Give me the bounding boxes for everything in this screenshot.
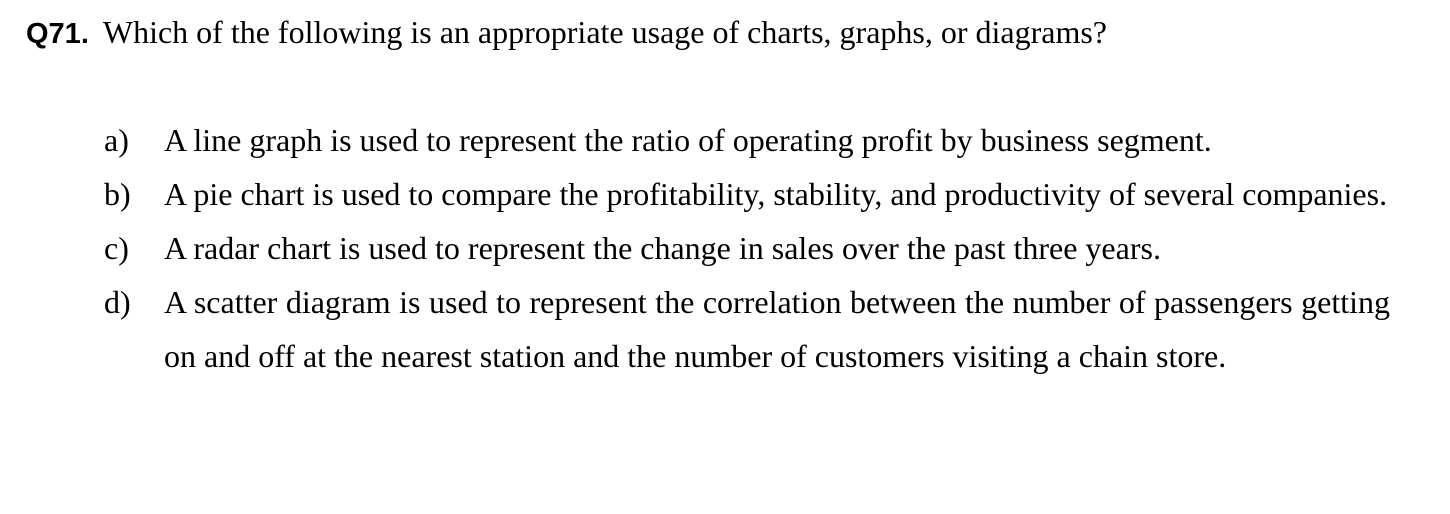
option-text: A scatter diagram is used to represent t… bbox=[164, 284, 1390, 374]
option-c: c) A radar chart is used to represent th… bbox=[104, 221, 1390, 275]
answer-options: a) A line graph is used to represent the… bbox=[104, 113, 1390, 383]
option-text: A pie chart is used to compare the profi… bbox=[164, 176, 1388, 212]
option-a: a) A line graph is used to represent the… bbox=[104, 113, 1390, 167]
question-number: Q71. bbox=[26, 18, 89, 50]
option-d: d) A scatter diagram is used to represen… bbox=[104, 275, 1390, 383]
option-b: b) A pie chart is used to compare the pr… bbox=[104, 167, 1390, 221]
option-label: c) bbox=[104, 230, 129, 266]
option-text: A radar chart is used to represent the c… bbox=[164, 230, 1161, 266]
option-label: a) bbox=[104, 122, 129, 158]
option-label: b) bbox=[104, 176, 131, 212]
option-label: d) bbox=[104, 284, 131, 320]
question-text: Which of the following is an appropriate… bbox=[102, 14, 1107, 50]
question: Q71. Which of the following is an appropr… bbox=[26, 12, 1107, 59]
option-text: A line graph is used to represent the ra… bbox=[164, 122, 1212, 158]
